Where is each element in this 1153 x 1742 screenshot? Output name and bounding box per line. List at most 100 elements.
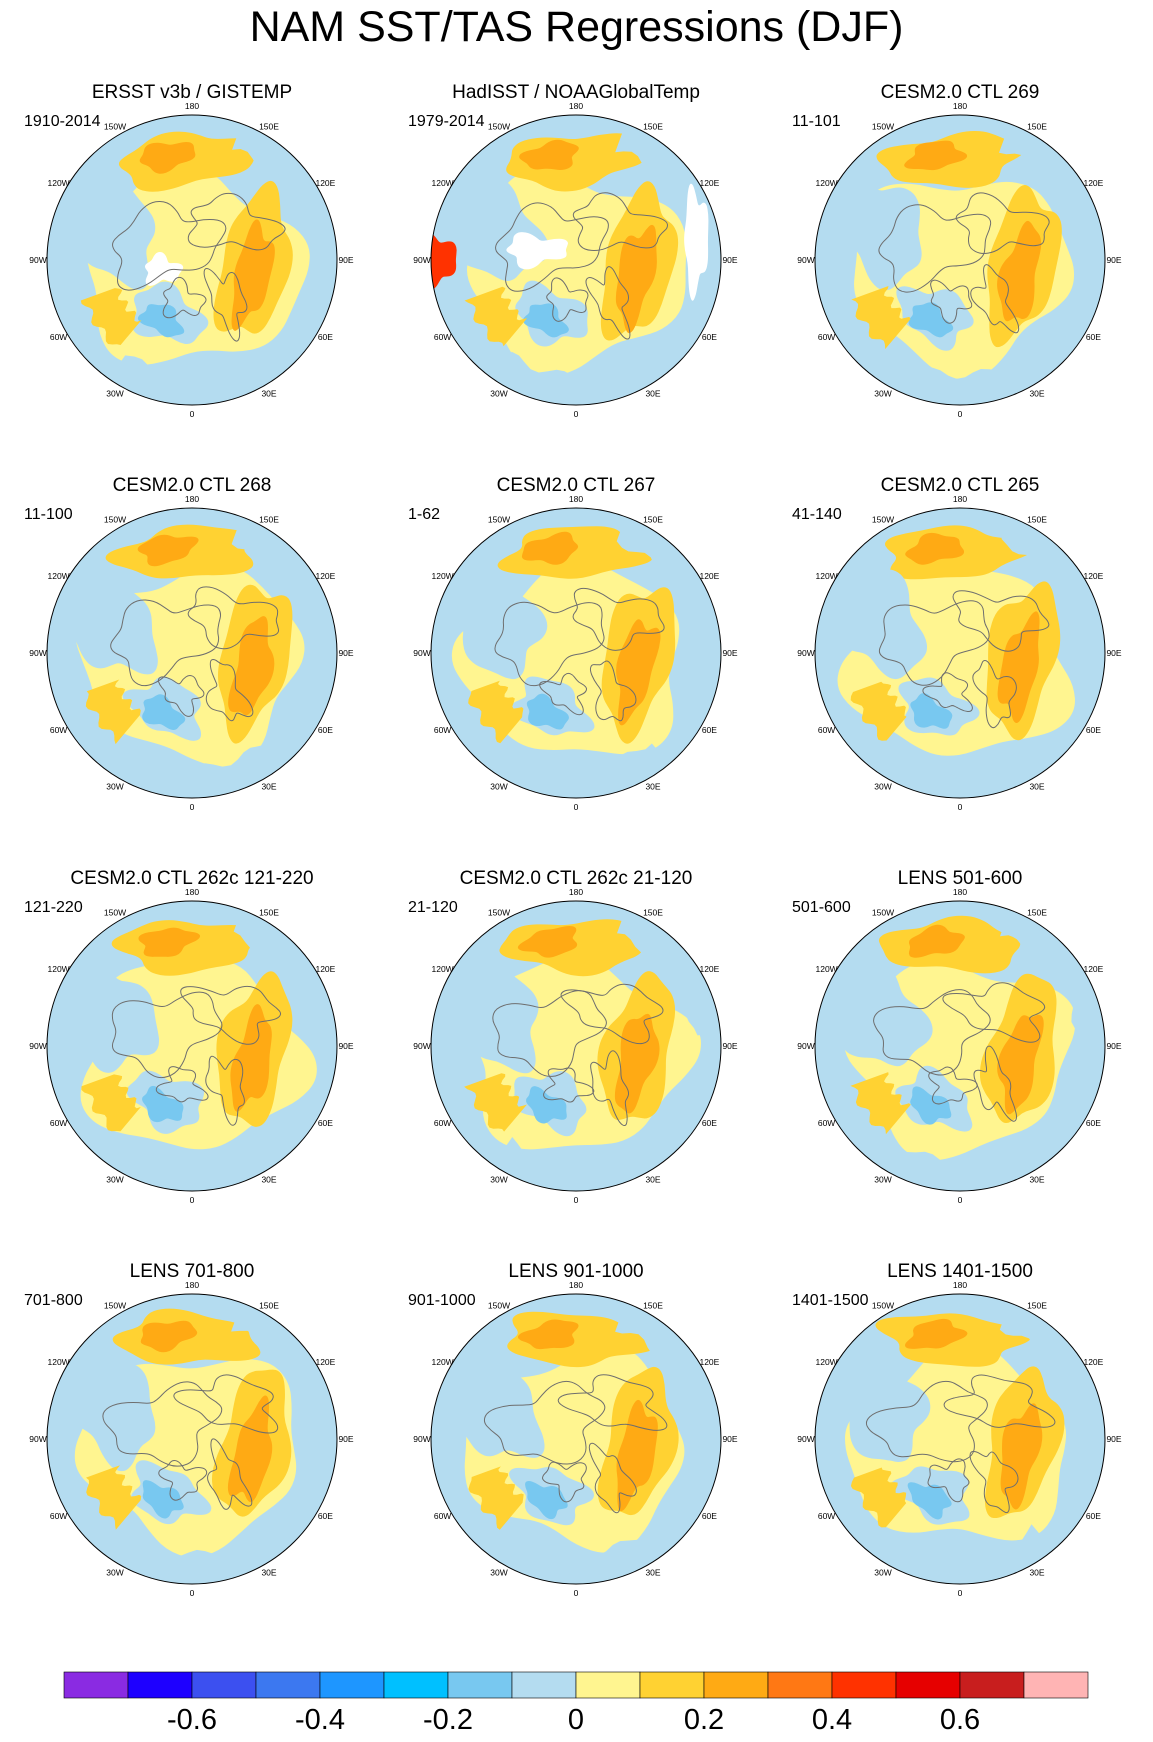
coastline bbox=[539, 672, 587, 716]
field-region-eurasia-core bbox=[227, 1395, 273, 1503]
longitude-label: 150E bbox=[643, 122, 663, 132]
longitude-label: 150E bbox=[259, 515, 279, 525]
longitude-label: 60W bbox=[434, 332, 451, 342]
field-region-atlantic-cold bbox=[907, 1482, 952, 1520]
field-region-canada-cool bbox=[66, 1358, 156, 1472]
longitude-label: 180 bbox=[185, 101, 199, 111]
longitude-label: 30E bbox=[1029, 781, 1044, 791]
longitude-label: 120W bbox=[47, 178, 69, 188]
longitude-label: 90E bbox=[1106, 1041, 1121, 1051]
longitude-label: 150E bbox=[643, 515, 663, 525]
colorbar-tick-label: -0.4 bbox=[295, 1704, 345, 1736]
field-region-canada-cool bbox=[442, 961, 539, 1074]
panel-title: LENS 901-1000 bbox=[508, 1261, 644, 1282]
coastline bbox=[205, 659, 254, 722]
field-region-atlantic-cold bbox=[910, 1086, 952, 1125]
polar-map: 180 150E 120E 90E 60E 30E 0 30W 60W 90W 120W 150W bbox=[29, 887, 354, 1205]
colorbar-swatch bbox=[319, 1671, 385, 1699]
field-region-subtropical-cool bbox=[877, 347, 1056, 405]
field-region-eurasia-core bbox=[997, 1014, 1044, 1115]
longitude-label: 120W bbox=[815, 964, 837, 974]
field-missing-data bbox=[684, 183, 709, 301]
panel-period: 41-140 bbox=[792, 506, 842, 523]
map-field bbox=[815, 1294, 1105, 1584]
longitude-label: 30W bbox=[106, 781, 123, 791]
field-region-pacific-subtropic bbox=[233, 909, 337, 1036]
longitude-label: 150W bbox=[488, 1301, 510, 1311]
field-region-atlantic-cold bbox=[142, 694, 186, 731]
map-field bbox=[431, 901, 721, 1191]
field-region-subtropical-cool bbox=[111, 743, 288, 798]
longitude-label: 150E bbox=[1027, 122, 1047, 132]
longitude-label: 90E bbox=[1106, 255, 1121, 265]
coastline bbox=[973, 1045, 1018, 1122]
panel-title: ERSST v3b / GISTEMP bbox=[91, 82, 293, 103]
panel-title: LENS 1401-1500 bbox=[887, 1261, 1033, 1282]
longitude-label: 30W bbox=[490, 781, 507, 791]
field-region-canada-cool bbox=[830, 1357, 931, 1462]
field-region-canada-cool bbox=[447, 1347, 545, 1458]
longitude-label: 180 bbox=[569, 494, 583, 504]
longitude-label: 120W bbox=[431, 571, 453, 581]
field-region-atlantic-warm-band bbox=[86, 1465, 142, 1530]
panel-period: 21-120 bbox=[408, 899, 458, 916]
field-region-subtropical-cool bbox=[106, 346, 283, 405]
longitude-label: 30W bbox=[874, 781, 891, 791]
longitude-label: 60W bbox=[818, 332, 835, 342]
longitude-label: 30W bbox=[106, 1174, 123, 1184]
longitude-label: 30W bbox=[874, 1174, 891, 1184]
longitude-label: 0 bbox=[958, 409, 963, 419]
field-region-hot-spot bbox=[431, 231, 457, 291]
map-outline bbox=[814, 900, 1106, 1192]
coastline bbox=[930, 279, 973, 324]
panel-period: 1401-1500 bbox=[792, 1292, 869, 1309]
map-panel: CESM2.0 CTL 265 180 150E 120E 90E 60E 30E 0 30W 6… bbox=[768, 473, 1152, 868]
figure-title: NAM SST/TAS Regressions (DJF) bbox=[249, 3, 904, 51]
colorbar-tick-label: 0.2 bbox=[683, 1704, 725, 1736]
colorbar-tick-label: 0 bbox=[567, 1704, 585, 1736]
longitude-label: 60E bbox=[318, 1118, 333, 1128]
longitude-label: 120W bbox=[47, 1357, 69, 1367]
panel-period: 121-220 bbox=[24, 899, 83, 916]
polar-map: 180 150E 120E 90E 60E 30E 0 30W 60W 90W 120W 150W bbox=[797, 1280, 1122, 1598]
longitude-label: 60E bbox=[318, 1511, 333, 1521]
longitude-label: 30E bbox=[645, 1567, 660, 1577]
longitude-label: 120E bbox=[699, 1357, 719, 1367]
map-field bbox=[47, 901, 337, 1191]
polar-map: 180 150E 120E 90E 60E 30E 0 30W 60W 90W 120W 150W bbox=[797, 494, 1122, 812]
colorbar-swatch bbox=[703, 1671, 769, 1699]
longitude-label: 120E bbox=[315, 964, 335, 974]
field-region-subtropical-cool bbox=[875, 740, 1051, 798]
longitude-label: 30E bbox=[261, 1567, 276, 1577]
longitude-label: 0 bbox=[574, 409, 579, 419]
coastline bbox=[952, 590, 1050, 652]
field-region-atlantic-warm-band bbox=[468, 680, 524, 744]
coastline bbox=[942, 982, 1046, 1043]
colorbar-swatch bbox=[959, 1671, 1025, 1699]
longitude-label: 0 bbox=[574, 802, 579, 812]
coastline bbox=[972, 659, 1017, 729]
colorbar-swatch bbox=[575, 1671, 641, 1699]
field-region-pacific-subtropic bbox=[231, 514, 337, 644]
longitude-label: 120E bbox=[315, 1357, 335, 1367]
longitude-label: 60W bbox=[434, 725, 451, 735]
field-region-atlantic-cold bbox=[910, 693, 953, 729]
coastline bbox=[543, 1067, 595, 1103]
map-panel: HadISST / NOAAGlobalTemp 180 150E 120E 90E 60… bbox=[384, 80, 768, 475]
field-region-subtropical-cool bbox=[491, 345, 669, 405]
field-region-canada-cool bbox=[446, 574, 548, 680]
polar-map: 180 150E 120E 90E 60E 30E 0 30W 60W 90W 120W 150W bbox=[29, 101, 354, 419]
map-outline bbox=[430, 507, 722, 799]
coastline bbox=[205, 1055, 245, 1126]
field-region-pacific-warm bbox=[497, 526, 654, 579]
field-region-atlantic-warm-band bbox=[851, 286, 911, 350]
coastline bbox=[492, 990, 607, 1077]
field-region-subtropical-cool bbox=[491, 1527, 667, 1584]
longitude-label: 150E bbox=[1027, 515, 1047, 525]
field-missing-data bbox=[144, 251, 184, 286]
panel-title: LENS 501-600 bbox=[897, 868, 1023, 889]
panel-period: 1910-2014 bbox=[24, 113, 101, 130]
colorbar-swatch bbox=[127, 1671, 193, 1699]
field-region-atlantic-warm-band bbox=[464, 286, 528, 347]
map-outline bbox=[814, 1293, 1106, 1585]
